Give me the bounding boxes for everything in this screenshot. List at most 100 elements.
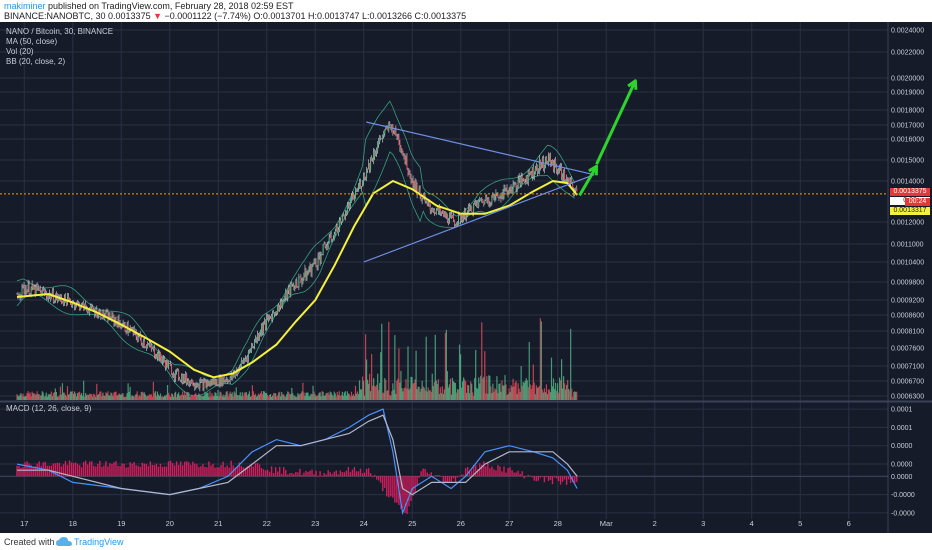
macd-histogram-bar <box>287 474 289 477</box>
candle-body <box>424 198 426 202</box>
candle-body <box>341 214 343 223</box>
volume-bar <box>375 386 377 400</box>
macd-histogram-bar <box>523 476 525 479</box>
volume-bar <box>546 394 549 400</box>
candle-body <box>330 234 332 240</box>
macd-line <box>16 408 578 516</box>
footer: Created with TradingView <box>0 533 932 550</box>
legend-macd[interactable]: MACD (12, 26, close, 9) <box>6 404 92 413</box>
candle-body <box>394 128 396 133</box>
volume-bar <box>104 396 106 400</box>
volume-bar <box>498 383 500 400</box>
macd-histogram-bar <box>143 463 145 477</box>
volume-bar <box>563 376 565 400</box>
volume-bar <box>141 391 143 400</box>
macd-histogram-bar <box>56 462 59 477</box>
volume-bar <box>176 396 178 400</box>
volume-bar <box>571 388 573 400</box>
volume-bar <box>21 395 23 400</box>
candle-body <box>420 196 422 202</box>
candle-body <box>165 361 167 368</box>
candle-body <box>410 177 412 182</box>
volume-bar <box>180 395 182 400</box>
macd-histogram-bar <box>509 467 511 477</box>
macd-histogram-bar <box>167 461 170 477</box>
volume-bar <box>226 391 228 400</box>
candle-body <box>265 320 267 327</box>
volume-bar <box>349 396 352 400</box>
candle-body <box>135 331 137 337</box>
candle-body <box>88 311 90 313</box>
candle-body <box>491 197 493 203</box>
macd-tick-label: 0.0001 <box>891 425 913 432</box>
volume-bar <box>457 389 460 400</box>
price-tick-label: 0.0009800 <box>891 280 924 287</box>
volume-bar <box>320 396 322 400</box>
macd-histogram-bar <box>493 469 495 477</box>
volume-bar <box>322 391 324 400</box>
candle-body <box>53 301 55 303</box>
time-tick-label: 23 <box>311 519 319 528</box>
candle-body <box>193 385 195 387</box>
macd-histogram-bar <box>319 471 321 477</box>
legend-bb[interactable]: BB (20, close, 2) <box>6 57 66 66</box>
volume-bar <box>94 394 96 400</box>
macd-histogram-bar <box>343 472 346 477</box>
price-tick-label: 0.0019000 <box>891 90 924 97</box>
candle-body <box>429 206 431 211</box>
candle-body <box>356 190 358 192</box>
volume-bar <box>516 394 518 400</box>
candle-body <box>519 176 521 186</box>
chart-canvas[interactable]: 0.0024000 0.0022000 0.0020000 0.0019000 0.00… <box>0 22 932 533</box>
volume-bar <box>340 395 342 400</box>
macd-histogram-bar <box>186 461 188 477</box>
volume-bar <box>460 387 463 400</box>
legend-ma[interactable]: MA (50, close) <box>6 37 58 46</box>
candle-body <box>274 312 276 314</box>
volume-bar <box>110 392 112 400</box>
macd-histogram-bar <box>363 472 366 477</box>
macd-histogram-bar <box>60 466 63 477</box>
time-tick-label: 6 <box>847 519 851 528</box>
macd-histogram-bar <box>549 476 552 480</box>
candle-body <box>349 199 351 209</box>
candle-body <box>484 200 486 204</box>
candle-body <box>254 337 256 342</box>
candle-body <box>554 159 556 170</box>
volume-bar <box>346 391 348 400</box>
volume-bar <box>207 392 209 400</box>
candle-body <box>470 206 472 210</box>
candle-body <box>486 197 488 203</box>
volume-bar <box>455 392 458 400</box>
volume-bar <box>452 381 455 400</box>
candle-body <box>451 215 453 217</box>
macd-histogram-bar <box>68 460 71 477</box>
candle-body <box>28 284 30 295</box>
volume-bar <box>432 385 434 400</box>
macd-histogram-bar <box>274 467 277 477</box>
author-link[interactable]: makiminer <box>4 1 46 11</box>
legend-vol[interactable]: Vol (20) <box>6 47 34 56</box>
volume-bar <box>35 394 37 400</box>
volume-bar <box>16 394 18 400</box>
volume-bar <box>77 393 79 400</box>
candle-body <box>77 302 79 304</box>
macd-histogram-bar <box>507 468 509 477</box>
volume-bar <box>316 395 318 400</box>
volume-bar <box>313 391 315 400</box>
candle-body <box>105 311 107 316</box>
macd-histogram-bar <box>426 472 428 477</box>
tradingview-brand-link[interactable]: TradingView <box>74 537 124 547</box>
candle-body <box>522 179 524 181</box>
candle-body <box>303 276 305 280</box>
candle-body <box>240 360 242 367</box>
volume-bar <box>159 393 162 400</box>
candle-body <box>494 196 496 200</box>
candle-body <box>569 178 571 185</box>
volume-bar <box>113 392 115 400</box>
volume-bar <box>353 395 356 400</box>
volume-bar <box>260 391 263 400</box>
chart-area[interactable]: 0.0024000 0.0022000 0.0020000 0.0019000 0.00… <box>0 22 932 533</box>
volume-bar <box>492 383 494 400</box>
candle-body <box>224 380 226 382</box>
